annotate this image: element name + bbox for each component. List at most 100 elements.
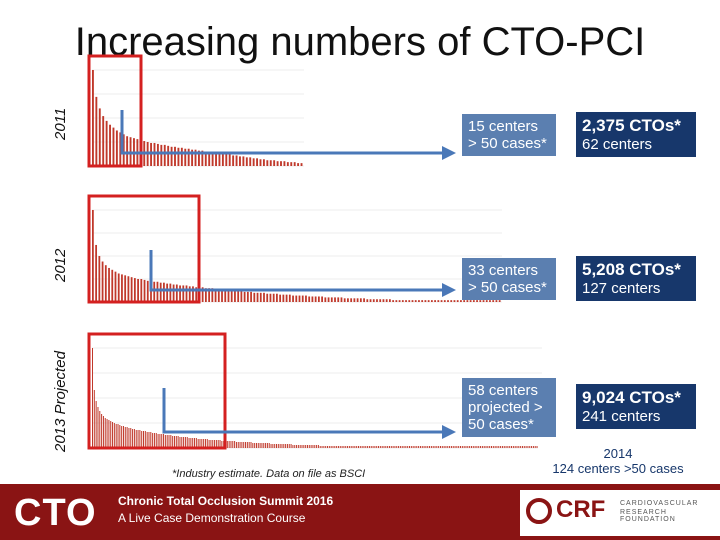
bar <box>268 443 270 448</box>
bar <box>221 441 223 448</box>
bar <box>472 446 474 448</box>
bar <box>316 445 318 448</box>
bar <box>184 148 187 166</box>
bar <box>411 300 414 302</box>
bar <box>246 291 249 302</box>
bar <box>221 289 223 302</box>
bar <box>469 446 471 448</box>
crf-logo: CRF <box>556 496 606 523</box>
bar <box>503 446 505 448</box>
bar <box>518 446 520 448</box>
bar <box>467 446 469 448</box>
bar <box>211 288 214 302</box>
bar <box>447 300 449 302</box>
bar <box>456 300 459 302</box>
bar <box>114 271 117 302</box>
bar <box>228 154 231 166</box>
centers-text-2011: 15 centers > 50 cases* <box>468 118 547 152</box>
bar <box>288 444 290 448</box>
bar <box>279 294 282 302</box>
bar <box>392 300 395 302</box>
bar <box>237 442 239 448</box>
bar <box>476 300 478 302</box>
bar <box>454 446 456 448</box>
bar <box>495 300 498 302</box>
bar <box>374 446 376 448</box>
bar <box>266 293 269 302</box>
bar <box>343 298 346 302</box>
bar <box>225 154 228 166</box>
bar <box>379 299 382 302</box>
bar <box>173 436 175 448</box>
bar <box>266 160 269 166</box>
bar <box>498 446 500 448</box>
bar <box>427 446 429 448</box>
bar <box>485 446 487 448</box>
bar <box>478 446 480 448</box>
bar <box>419 446 421 448</box>
bar <box>174 146 176 166</box>
bar <box>186 437 188 448</box>
bar <box>396 446 398 448</box>
bar <box>339 446 341 448</box>
bar <box>500 446 502 448</box>
bar <box>472 300 475 302</box>
bar <box>122 134 125 166</box>
bar <box>523 446 525 448</box>
bar <box>505 446 507 448</box>
bar <box>481 446 483 448</box>
bar <box>143 279 146 302</box>
centers-box-2013: 58 centers projected > 50 cases* <box>462 378 556 437</box>
bar <box>182 285 185 302</box>
bar <box>121 426 123 448</box>
bar <box>104 418 106 448</box>
bar <box>385 299 388 302</box>
bar <box>93 390 95 448</box>
bar <box>485 300 488 302</box>
bar <box>115 424 117 448</box>
bar <box>303 445 305 448</box>
bar <box>465 446 467 448</box>
bar <box>403 446 405 448</box>
bar <box>152 433 154 448</box>
bar <box>237 290 240 302</box>
bar <box>425 446 427 448</box>
bar <box>192 438 194 448</box>
bar <box>211 152 214 166</box>
bar <box>408 300 411 302</box>
bar <box>305 295 307 302</box>
bar <box>276 293 278 302</box>
bar <box>443 446 445 448</box>
bar <box>243 291 246 302</box>
bar <box>194 149 197 166</box>
bar <box>232 441 234 448</box>
bar <box>133 278 136 302</box>
bar <box>334 446 336 448</box>
bar <box>334 297 336 302</box>
bar <box>148 432 150 448</box>
bar <box>343 446 345 448</box>
bar <box>98 108 101 166</box>
summit-title: Chronic Total Occlusion Summit 2016 <box>118 494 334 508</box>
bar <box>274 444 276 448</box>
bar <box>290 444 292 448</box>
bar <box>337 297 340 302</box>
bar <box>150 432 152 448</box>
bar <box>110 421 112 448</box>
bar <box>469 300 472 302</box>
bar <box>121 274 123 302</box>
bar <box>172 284 175 302</box>
footnote: *Industry estimate. Data on file as BSCI <box>172 468 366 480</box>
bar <box>529 446 531 448</box>
bar <box>290 162 293 166</box>
bar <box>496 446 498 448</box>
bar <box>95 244 98 302</box>
note-2014: 2014 124 centers >50 cases <box>538 446 698 476</box>
bar <box>449 446 451 448</box>
bar <box>115 130 118 166</box>
bar <box>450 300 453 302</box>
bar <box>353 298 356 302</box>
bar <box>273 160 276 166</box>
ctos-box-2011: 2,375 CTOs* 62 centers <box>576 112 696 157</box>
bar <box>440 300 443 302</box>
